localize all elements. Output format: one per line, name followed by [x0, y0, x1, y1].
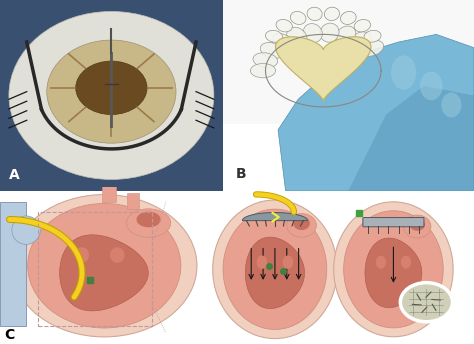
- Text: A: A: [9, 169, 19, 182]
- Ellipse shape: [410, 218, 425, 231]
- Ellipse shape: [391, 55, 416, 90]
- Ellipse shape: [110, 247, 125, 263]
- Ellipse shape: [12, 195, 197, 337]
- Ellipse shape: [256, 256, 267, 269]
- Text: B: B: [235, 166, 246, 181]
- Ellipse shape: [350, 32, 371, 49]
- Ellipse shape: [441, 93, 462, 117]
- Ellipse shape: [376, 256, 386, 269]
- Polygon shape: [246, 237, 304, 309]
- Ellipse shape: [12, 216, 40, 244]
- Ellipse shape: [291, 11, 306, 24]
- Ellipse shape: [9, 11, 214, 180]
- Ellipse shape: [74, 247, 89, 263]
- Ellipse shape: [28, 204, 181, 328]
- Ellipse shape: [364, 30, 381, 42]
- Ellipse shape: [213, 200, 337, 338]
- Ellipse shape: [250, 64, 275, 78]
- Ellipse shape: [253, 53, 278, 67]
- FancyBboxPatch shape: [363, 217, 424, 227]
- Ellipse shape: [307, 7, 322, 21]
- Polygon shape: [242, 213, 308, 221]
- Polygon shape: [60, 235, 148, 311]
- Ellipse shape: [324, 7, 339, 21]
- Ellipse shape: [76, 61, 147, 115]
- Ellipse shape: [287, 214, 317, 237]
- Ellipse shape: [340, 11, 356, 24]
- Ellipse shape: [344, 211, 443, 328]
- Ellipse shape: [287, 27, 307, 45]
- Ellipse shape: [260, 43, 284, 58]
- Ellipse shape: [283, 256, 293, 269]
- Ellipse shape: [420, 72, 443, 100]
- Bar: [102, 180, 116, 202]
- Ellipse shape: [223, 209, 327, 330]
- Bar: [0, 202, 26, 326]
- Ellipse shape: [334, 202, 453, 337]
- Polygon shape: [275, 37, 371, 101]
- Ellipse shape: [276, 20, 292, 32]
- Circle shape: [401, 283, 453, 322]
- Ellipse shape: [336, 26, 356, 44]
- Ellipse shape: [401, 256, 411, 269]
- Ellipse shape: [360, 40, 383, 56]
- Polygon shape: [278, 34, 474, 191]
- Ellipse shape: [293, 217, 310, 230]
- Bar: [223, 0, 474, 124]
- Ellipse shape: [272, 34, 294, 51]
- Bar: [127, 193, 139, 209]
- Ellipse shape: [137, 212, 161, 227]
- Polygon shape: [348, 86, 474, 191]
- Text: C: C: [5, 328, 15, 342]
- Ellipse shape: [354, 20, 371, 32]
- Ellipse shape: [404, 215, 431, 238]
- Ellipse shape: [47, 40, 176, 143]
- Ellipse shape: [320, 23, 339, 42]
- Ellipse shape: [127, 209, 171, 237]
- Polygon shape: [365, 238, 422, 308]
- Ellipse shape: [303, 23, 322, 43]
- Ellipse shape: [265, 30, 283, 42]
